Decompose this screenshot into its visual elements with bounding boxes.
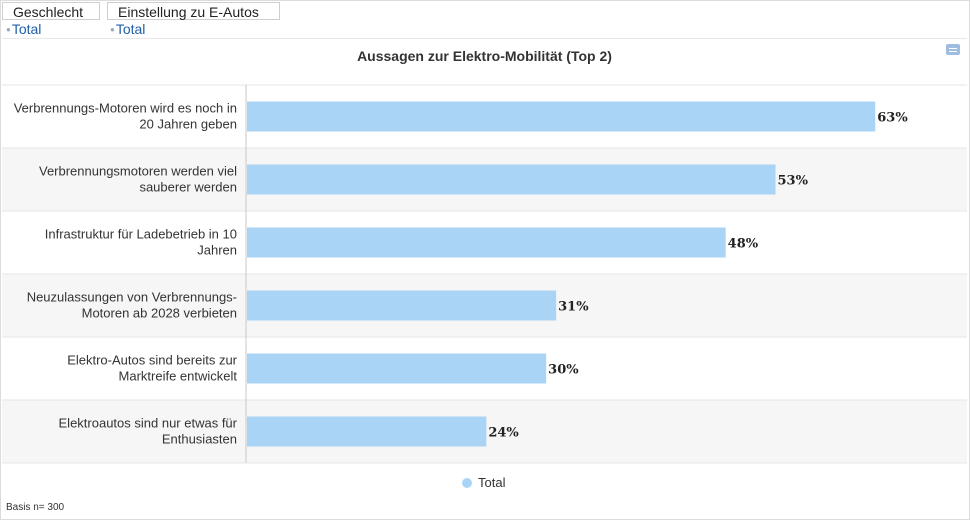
category-label-3-1: Motoren ab 2028 verbieten	[82, 306, 237, 321]
data-label-5: 24%	[488, 426, 519, 441]
data-label-2: 48%	[728, 237, 759, 252]
data-label-1: 53%	[778, 174, 809, 189]
bullet-icon: ●	[6, 25, 11, 35]
category-label-4-1: Marktreife entwickelt	[119, 369, 238, 384]
category-label-1-1: sauberer werden	[139, 180, 237, 195]
filter-value-einstellung-text: Total	[115, 21, 146, 37]
category-label-5-0: Elektroautos sind nur etwas für	[59, 416, 238, 431]
bar-4	[247, 353, 547, 384]
data-label-0: 63%	[877, 111, 908, 126]
bar-0	[247, 101, 876, 132]
data-label-3: 31%	[558, 300, 589, 315]
filter-value-geschlecht-text: Total	[11, 21, 42, 37]
category-label-1-0: Verbrennungsmotoren werden viel	[39, 164, 237, 179]
legend-swatch	[462, 478, 472, 488]
legend-item-total[interactable]: Total	[462, 475, 505, 490]
chart-panel: Aussagen zur Elektro-Mobilität (Top 2) 6…	[2, 38, 967, 519]
bar-5	[247, 416, 487, 447]
category-label-0-0: Verbrennungs-Motoren wird es noch in	[14, 101, 237, 116]
category-label-5-1: Enthusiasten	[162, 432, 237, 447]
category-label-4-0: Elektro-Autos sind bereits zur	[67, 353, 237, 368]
chart-menu-icon[interactable]	[946, 44, 960, 55]
category-label-2-1: Jahren	[197, 243, 237, 258]
legend-label: Total	[478, 475, 506, 490]
filter-tab-einstellung[interactable]: Einstellung zu E-Autos	[107, 2, 280, 20]
category-label-0-1: 20 Jahren geben	[139, 117, 237, 132]
basis-note: Basis n= 300	[6, 502, 65, 513]
filter-value-einstellung[interactable]: ●Total	[110, 21, 145, 38]
data-label-4: 30%	[548, 363, 579, 378]
bullet-icon: ●	[110, 25, 115, 35]
bar-chart: 63%Verbrennungs-Motoren wird es noch in2…	[2, 84, 967, 464]
filter-value-geschlecht[interactable]: ●Total	[6, 21, 41, 38]
chart-title: Aussagen zur Elektro-Mobilität (Top 2)	[357, 48, 612, 64]
category-label-2-0: Infrastruktur für Ladebetrieb in 10	[45, 227, 237, 242]
bar-3	[247, 290, 557, 321]
category-label-3-0: Neuzulassungen von Verbrennungs-	[27, 290, 237, 305]
filter-tab-geschlecht[interactable]: Geschlecht	[2, 2, 100, 20]
bar-2	[247, 227, 726, 258]
bar-1	[247, 164, 776, 195]
